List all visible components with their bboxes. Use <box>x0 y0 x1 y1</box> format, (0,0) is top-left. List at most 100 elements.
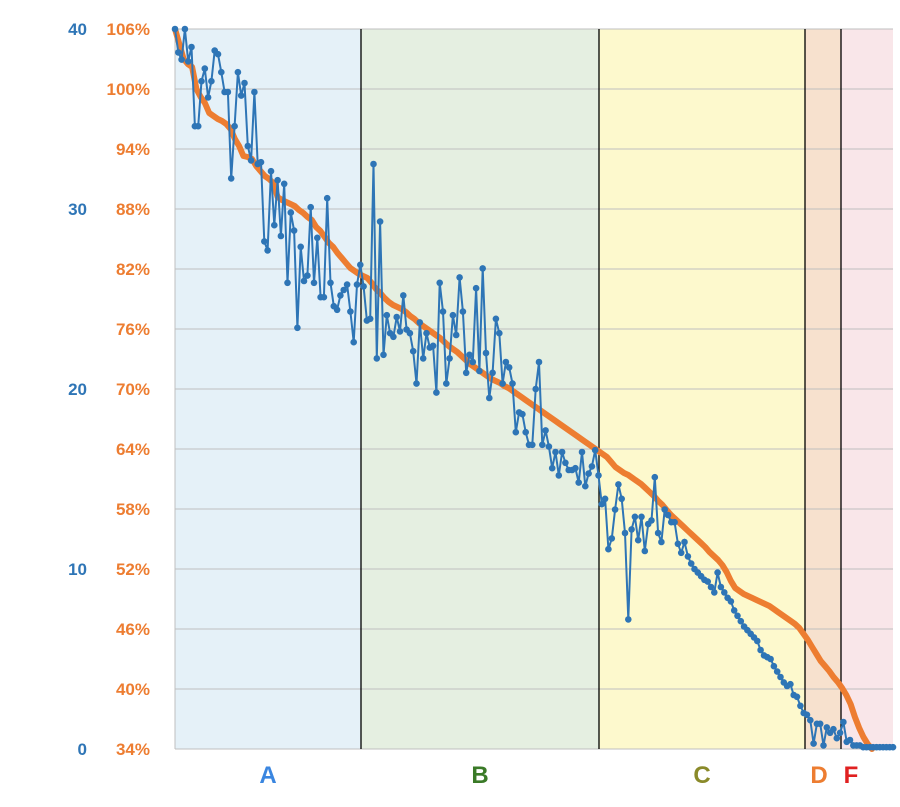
score-point <box>608 535 616 542</box>
score-point <box>621 529 629 537</box>
score-point <box>390 333 397 341</box>
score-point <box>810 740 817 747</box>
score-point <box>840 718 847 726</box>
score-point <box>171 25 179 33</box>
score-point <box>522 428 529 436</box>
score-point <box>287 209 295 216</box>
score-point <box>648 517 655 524</box>
score-point <box>601 495 609 503</box>
score-point <box>208 77 215 85</box>
score-point <box>658 538 665 546</box>
inner-tick-label: 70% <box>116 380 150 399</box>
inner-tick-label: 64% <box>116 440 150 459</box>
score-point <box>227 175 235 182</box>
score-point <box>340 286 348 294</box>
score-point <box>664 511 672 519</box>
score-point <box>532 385 539 393</box>
score-point <box>261 238 268 245</box>
score-point <box>366 315 374 323</box>
score-point <box>446 355 453 362</box>
score-point <box>307 203 315 211</box>
score-point <box>264 247 271 254</box>
score-point <box>350 338 358 346</box>
score-point <box>423 329 430 337</box>
score-point <box>651 473 659 481</box>
score-point <box>572 464 579 472</box>
zone-label-c: C <box>693 762 710 789</box>
score-point <box>671 518 678 526</box>
score-point <box>466 351 473 359</box>
score-point <box>628 526 635 533</box>
score-point <box>267 167 275 175</box>
score-point <box>803 711 811 719</box>
inner-tick-label: 58% <box>116 500 150 519</box>
inner-tick-label: 46% <box>116 620 150 639</box>
score-point <box>505 364 513 371</box>
score-point <box>555 472 563 479</box>
score-point <box>241 79 248 87</box>
score-point <box>687 560 695 567</box>
score-point <box>486 394 493 402</box>
inner-tick-label: 34% <box>116 740 150 759</box>
score-point <box>499 380 506 387</box>
score-point <box>333 306 341 314</box>
score-point <box>598 500 606 508</box>
outer-tick-label: 0 <box>78 740 87 759</box>
score-point <box>552 448 559 456</box>
score-point <box>787 680 794 688</box>
score-point <box>833 734 841 742</box>
score-point <box>320 293 328 301</box>
score-point <box>456 274 463 281</box>
score-point <box>714 569 721 576</box>
score-point <box>413 380 420 387</box>
score-point <box>482 349 490 357</box>
score-point <box>816 720 824 728</box>
score-point <box>684 553 692 560</box>
score-point <box>767 655 774 663</box>
inner-tick-label: 52% <box>116 560 150 579</box>
score-point <box>625 616 632 623</box>
score-point <box>194 122 202 130</box>
score-point <box>274 176 281 184</box>
score-point <box>294 324 301 332</box>
score-point <box>677 549 685 557</box>
score-point <box>807 716 814 724</box>
inner-tick-label: 106% <box>107 20 150 39</box>
score-point <box>820 742 827 749</box>
outer-tick-label: 20 <box>68 380 87 399</box>
outer-tick-label: 40 <box>68 20 87 39</box>
score-point <box>773 668 781 675</box>
score-point <box>711 589 718 596</box>
score-point <box>290 227 298 234</box>
score-point <box>393 313 401 321</box>
score-point <box>323 194 331 202</box>
score-point <box>797 702 804 710</box>
score-point <box>548 464 556 472</box>
score-point <box>201 65 209 72</box>
score-point <box>400 292 407 299</box>
score-point <box>214 50 222 58</box>
score-point <box>777 673 784 681</box>
score-point <box>476 367 483 375</box>
zone-label-b: B <box>471 762 488 789</box>
series-layer <box>171 25 897 752</box>
score-point <box>383 311 391 319</box>
score-point <box>545 443 553 450</box>
score-point <box>218 68 225 76</box>
score-point <box>539 441 546 449</box>
score-point <box>429 342 437 350</box>
score-point <box>337 292 344 299</box>
score-point <box>198 77 205 85</box>
score-point <box>889 743 897 751</box>
score-point <box>469 358 477 366</box>
score-point <box>237 92 245 99</box>
score-point <box>529 441 536 449</box>
score-point <box>357 261 364 269</box>
score-point <box>757 646 764 654</box>
score-point <box>585 470 592 477</box>
score-point <box>496 329 503 337</box>
score-point <box>542 427 549 434</box>
outer-y-axis: 0 10 20 30 40 <box>68 20 87 759</box>
outer-tick-label: 10 <box>68 560 87 579</box>
